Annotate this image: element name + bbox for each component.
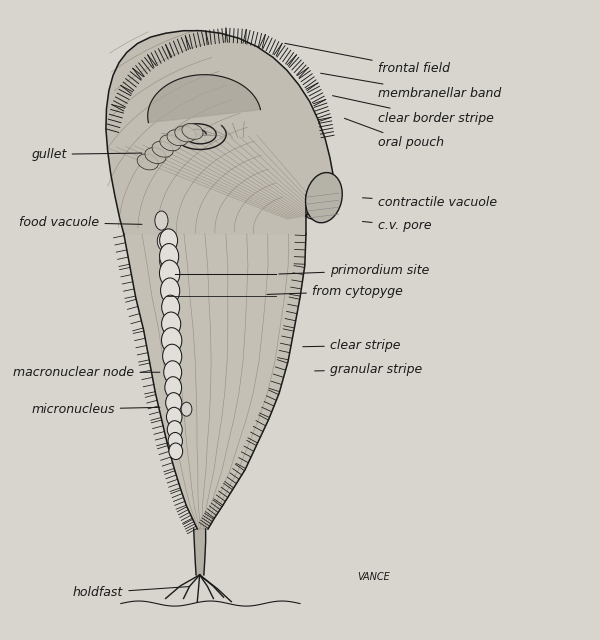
Ellipse shape: [145, 148, 166, 164]
Text: primordium site: primordium site: [279, 264, 429, 276]
Ellipse shape: [169, 443, 182, 460]
Ellipse shape: [161, 328, 182, 353]
Text: c.v. pore: c.v. pore: [362, 219, 431, 232]
Ellipse shape: [161, 278, 180, 303]
Ellipse shape: [168, 433, 182, 450]
Ellipse shape: [152, 141, 173, 157]
Ellipse shape: [157, 232, 170, 250]
Ellipse shape: [305, 173, 342, 223]
Polygon shape: [194, 529, 206, 575]
Ellipse shape: [167, 130, 188, 146]
Polygon shape: [124, 234, 306, 529]
Ellipse shape: [163, 344, 182, 369]
Text: oral pouch: oral pouch: [344, 118, 443, 149]
Ellipse shape: [175, 126, 196, 142]
Text: micronucleus: micronucleus: [31, 403, 160, 416]
Ellipse shape: [161, 295, 179, 319]
Ellipse shape: [166, 393, 182, 413]
Text: macronuclear node: macronuclear node: [13, 365, 160, 379]
Text: contractile vacuole: contractile vacuole: [362, 196, 497, 209]
Text: membranellar band: membranellar band: [320, 73, 501, 100]
Ellipse shape: [161, 312, 181, 335]
Text: VANCE: VANCE: [357, 572, 389, 582]
Ellipse shape: [182, 124, 203, 140]
Ellipse shape: [160, 260, 180, 287]
Ellipse shape: [166, 407, 182, 426]
Ellipse shape: [155, 211, 168, 230]
Polygon shape: [106, 31, 335, 234]
Text: food vacuole: food vacuole: [19, 216, 142, 229]
Ellipse shape: [164, 361, 182, 384]
Ellipse shape: [167, 420, 182, 438]
Ellipse shape: [160, 135, 181, 151]
Ellipse shape: [160, 252, 173, 271]
Text: frontal field: frontal field: [285, 44, 449, 75]
Text: granular stripe: granular stripe: [315, 364, 422, 376]
Ellipse shape: [137, 154, 158, 170]
Polygon shape: [148, 75, 260, 123]
Ellipse shape: [160, 244, 179, 269]
Text: from cytopyge: from cytopyge: [267, 285, 403, 298]
Ellipse shape: [181, 402, 192, 416]
Ellipse shape: [160, 229, 178, 252]
Text: gullet: gullet: [31, 148, 142, 161]
Ellipse shape: [165, 377, 182, 398]
Text: holdfast: holdfast: [73, 586, 190, 599]
Text: clear border stripe: clear border stripe: [332, 95, 494, 125]
Text: clear stripe: clear stripe: [303, 339, 400, 352]
